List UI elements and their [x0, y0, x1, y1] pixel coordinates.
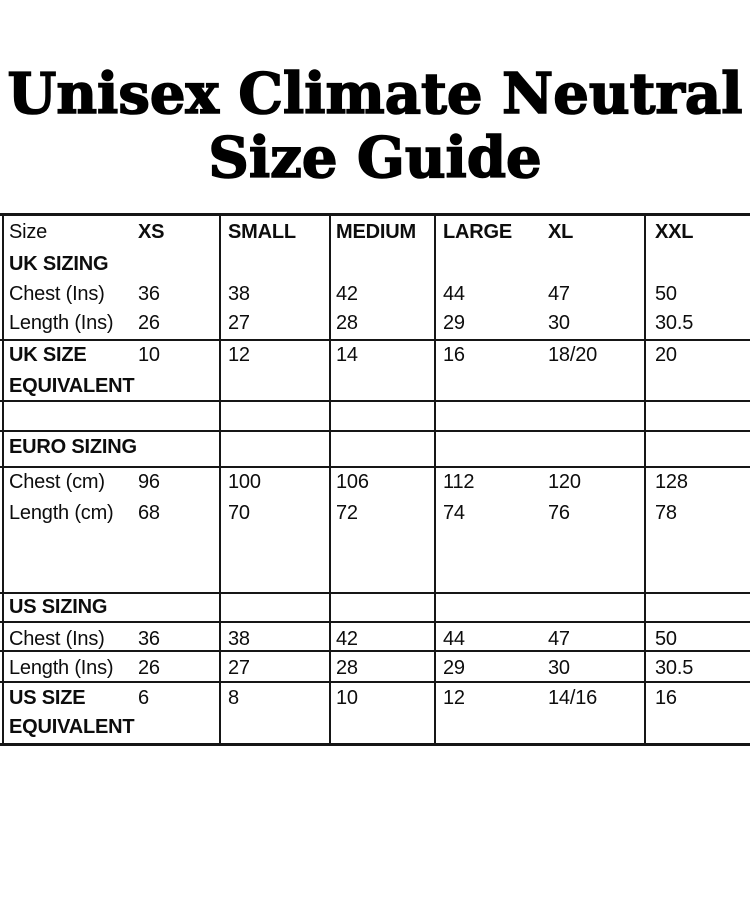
size-header-small: SMALL	[228, 221, 296, 243]
size-header-large: LARGE	[443, 221, 513, 243]
euro-length-value-medium: 72	[336, 502, 358, 524]
us-size-equivalent-label-line1: US SIZE	[9, 687, 86, 709]
uk-length-value-small: 27	[228, 312, 250, 334]
uk-chest-value-xl: 47	[548, 283, 570, 305]
page-title-line1: Unisex Climate Neutral	[7, 61, 744, 127]
page-title-line2: Size Guide	[208, 125, 543, 191]
us-length-value-large: 29	[443, 657, 465, 679]
us-length-value-xxl: 30.5	[655, 657, 694, 679]
us-equivalent-value-small: 8	[228, 687, 239, 709]
us-equivalent-value-xl: 14/16	[548, 687, 598, 709]
euro-chest-value-medium: 106	[336, 471, 369, 493]
euro-chest-value-large: 112	[443, 471, 475, 493]
uk-equivalent-value-large: 16	[443, 344, 465, 366]
euro-chest-value-xs: 96	[138, 471, 160, 493]
uk-length-value-xxl: 30.5	[655, 312, 694, 334]
uk-equivalent-value-xs: 10	[138, 344, 160, 366]
size-header-xs: XS	[138, 221, 165, 243]
uk-equivalent-value-small: 12	[228, 344, 250, 366]
size-header-xl: XL	[548, 221, 574, 243]
uk-size-equivalent-label-line1: UK SIZE	[9, 344, 87, 366]
uk-length-value-xl: 30	[548, 312, 570, 334]
us-equivalent-value-xs: 6	[138, 687, 149, 709]
us-sizing-section-label: US SIZING	[9, 596, 108, 618]
size-table-gridlines	[0, 213, 750, 746]
euro-sizing-section-label: EURO SIZING	[9, 436, 137, 458]
uk-size-equivalent-label-line2: EQUIVALENT	[9, 375, 135, 397]
euro-length-value-xl: 76	[548, 502, 570, 524]
us-chest-value-small: 38	[228, 628, 250, 650]
us-length-value-small: 27	[228, 657, 250, 679]
euro-chest-value-xl: 120	[548, 471, 581, 493]
us-chest-value-xs: 36	[138, 628, 160, 650]
size-header-label: Size	[9, 221, 48, 243]
uk-chest-value-small: 38	[228, 283, 250, 305]
euro-chest-row-label: Chest (cm)	[9, 471, 105, 493]
size-header-xxl: XXL	[655, 221, 694, 243]
euro-chest-value-xxl: 128	[655, 471, 688, 493]
uk-equivalent-value-xl: 18/20	[548, 344, 598, 366]
us-equivalent-value-xxl: 16	[655, 687, 677, 709]
us-size-equivalent-label-line2: EQUIVALENT	[9, 716, 135, 738]
uk-length-value-medium: 28	[336, 312, 358, 334]
us-chest-value-xxl: 50	[655, 628, 677, 650]
uk-chest-value-large: 44	[443, 283, 465, 305]
euro-length-value-xs: 68	[138, 502, 160, 524]
euro-length-value-large: 74	[443, 502, 465, 524]
euro-length-value-small: 70	[228, 502, 250, 524]
us-equivalent-value-large: 12	[443, 687, 465, 709]
uk-chest-value-xxl: 50	[655, 283, 677, 305]
us-length-value-xl: 30	[548, 657, 570, 679]
us-chest-value-large: 44	[443, 628, 465, 650]
uk-equivalent-value-medium: 14	[336, 344, 358, 366]
uk-chest-row-label: Chest (Ins)	[9, 283, 105, 305]
us-length-row-label: Length (Ins)	[9, 657, 114, 679]
uk-chest-value-xs: 36	[138, 283, 160, 305]
euro-chest-value-small: 100	[228, 471, 261, 493]
uk-length-value-xs: 26	[138, 312, 160, 334]
euro-length-value-xxl: 78	[655, 502, 677, 524]
us-chest-value-medium: 42	[336, 628, 358, 650]
uk-sizing-section-label: UK SIZING	[9, 253, 109, 275]
uk-equivalent-value-xxl: 20	[655, 344, 677, 366]
uk-length-row-label: Length (Ins)	[9, 312, 114, 334]
us-length-value-xs: 26	[138, 657, 160, 679]
uk-chest-value-medium: 42	[336, 283, 358, 305]
uk-length-value-large: 29	[443, 312, 465, 334]
us-equivalent-value-medium: 10	[336, 687, 358, 709]
euro-length-row-label: Length (cm)	[9, 502, 114, 524]
us-chest-row-label: Chest (Ins)	[9, 628, 105, 650]
us-chest-value-xl: 47	[548, 628, 570, 650]
size-header-medium: MEDIUM	[336, 221, 416, 243]
us-length-value-medium: 28	[336, 657, 358, 679]
